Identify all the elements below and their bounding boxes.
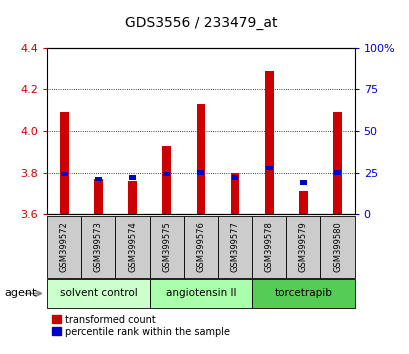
Bar xyxy=(264,71,273,214)
Text: GSM399576: GSM399576 xyxy=(196,222,205,272)
Bar xyxy=(94,179,102,214)
Bar xyxy=(60,112,68,214)
Bar xyxy=(162,145,171,214)
Text: torcetrapib: torcetrapib xyxy=(274,289,332,298)
Text: GSM399579: GSM399579 xyxy=(298,222,307,272)
Bar xyxy=(230,173,239,214)
Bar xyxy=(183,216,218,278)
Bar xyxy=(115,216,149,278)
Bar xyxy=(320,216,354,278)
Text: GSM399578: GSM399578 xyxy=(264,222,273,272)
Text: GSM399572: GSM399572 xyxy=(60,222,69,272)
Bar xyxy=(333,112,341,214)
Text: angiotensin II: angiotensin II xyxy=(165,289,236,298)
Text: GSM399573: GSM399573 xyxy=(94,222,103,272)
Bar xyxy=(299,191,307,214)
Legend: transformed count, percentile rank within the sample: transformed count, percentile rank withi… xyxy=(52,315,229,337)
Bar xyxy=(163,172,170,176)
Text: solvent control: solvent control xyxy=(59,289,137,298)
Text: GSM399577: GSM399577 xyxy=(230,222,239,272)
Bar xyxy=(265,166,272,170)
Bar xyxy=(61,172,67,176)
Text: GSM399575: GSM399575 xyxy=(162,222,171,272)
Bar xyxy=(128,181,137,214)
Bar xyxy=(81,216,115,278)
Bar xyxy=(231,176,238,179)
Bar xyxy=(47,216,81,278)
Bar xyxy=(252,216,285,278)
Text: agent: agent xyxy=(4,289,36,298)
Bar xyxy=(285,216,320,278)
Bar xyxy=(197,171,204,175)
Bar xyxy=(196,104,204,214)
Bar xyxy=(129,176,136,179)
Text: GDS3556 / 233479_at: GDS3556 / 233479_at xyxy=(124,16,276,30)
Bar xyxy=(149,279,252,308)
Bar xyxy=(149,216,183,278)
Text: GSM399574: GSM399574 xyxy=(128,222,137,272)
Bar xyxy=(333,171,340,175)
Bar xyxy=(299,181,306,185)
Bar xyxy=(252,279,354,308)
Text: GSM399580: GSM399580 xyxy=(332,222,341,272)
Bar xyxy=(218,216,252,278)
Bar xyxy=(95,177,101,181)
Bar xyxy=(47,279,149,308)
